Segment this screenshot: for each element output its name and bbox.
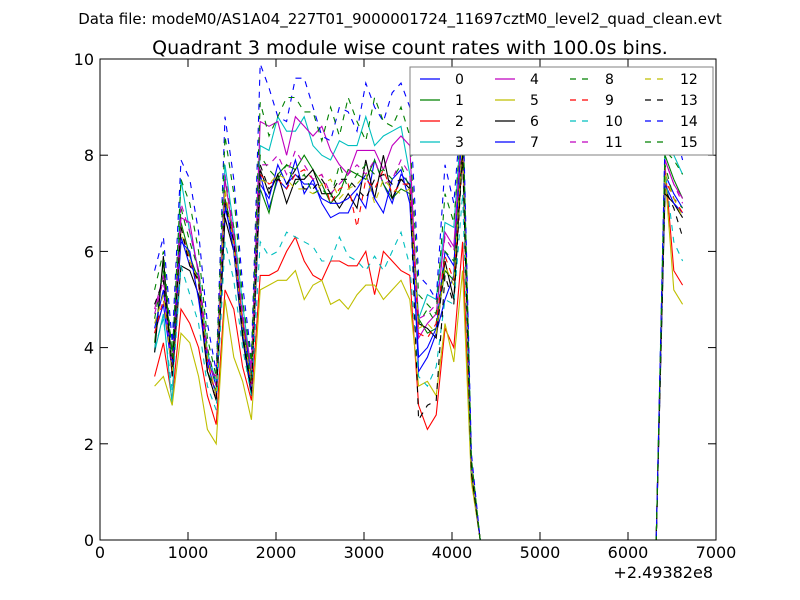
series-line-15 <box>154 95 684 540</box>
legend-label-3: 3 <box>455 135 464 151</box>
y-tick-label: 8 <box>84 146 94 165</box>
y-tick-label: 6 <box>84 242 94 261</box>
x-tick-label: 2000 <box>256 543 297 562</box>
series-layer <box>154 63 684 540</box>
x-tick-label: 1000 <box>168 543 209 562</box>
legend-label-0: 0 <box>455 72 464 88</box>
x-tick-label: 6000 <box>608 543 649 562</box>
legend-label-11: 11 <box>605 135 623 151</box>
x-tick-label: 3000 <box>344 543 385 562</box>
legend-label-6: 6 <box>530 114 539 130</box>
y-tick-label: 4 <box>84 339 94 358</box>
x-offset-label: +2.49382e8 <box>613 563 713 582</box>
legend-label-8: 8 <box>605 72 614 88</box>
series-line-13 <box>154 155 684 540</box>
plot-frame <box>99 58 717 541</box>
y-tick-label: 2 <box>84 435 94 454</box>
x-tick-label: 4000 <box>432 543 473 562</box>
legend-label-5: 5 <box>530 93 539 109</box>
series-line-14 <box>154 63 684 540</box>
legend-label-1: 1 <box>455 93 464 109</box>
series-line-10 <box>154 169 684 540</box>
series-line-8 <box>154 135 684 540</box>
chart-title: Quadrant 3 module wise count rates with … <box>152 37 668 59</box>
legend-label-14: 14 <box>680 114 698 130</box>
legend-label-2: 2 <box>455 114 464 130</box>
legend-label-12: 12 <box>680 72 698 88</box>
legend-frame <box>409 66 714 156</box>
series-line-2 <box>154 164 684 540</box>
legend-label-13: 13 <box>680 93 698 109</box>
legend-label-7: 7 <box>530 135 539 151</box>
legend-label-9: 9 <box>605 93 614 109</box>
x-tick-label: 0 <box>95 543 105 562</box>
y-tick-label: 0 <box>84 531 94 550</box>
series-line-5 <box>154 174 684 540</box>
suptitle: Data file: modeM0/AS1A04_227T01_90000017… <box>78 10 722 29</box>
legend-label-10: 10 <box>605 114 623 130</box>
y-tick-label: 10 <box>74 50 94 69</box>
x-tick-label: 5000 <box>520 543 561 562</box>
series-line-12 <box>154 140 684 540</box>
x-tick-label: 7000 <box>696 543 737 562</box>
legend-label-4: 4 <box>530 72 539 88</box>
legend-label-15: 15 <box>680 135 698 151</box>
series-line-4 <box>154 115 684 540</box>
